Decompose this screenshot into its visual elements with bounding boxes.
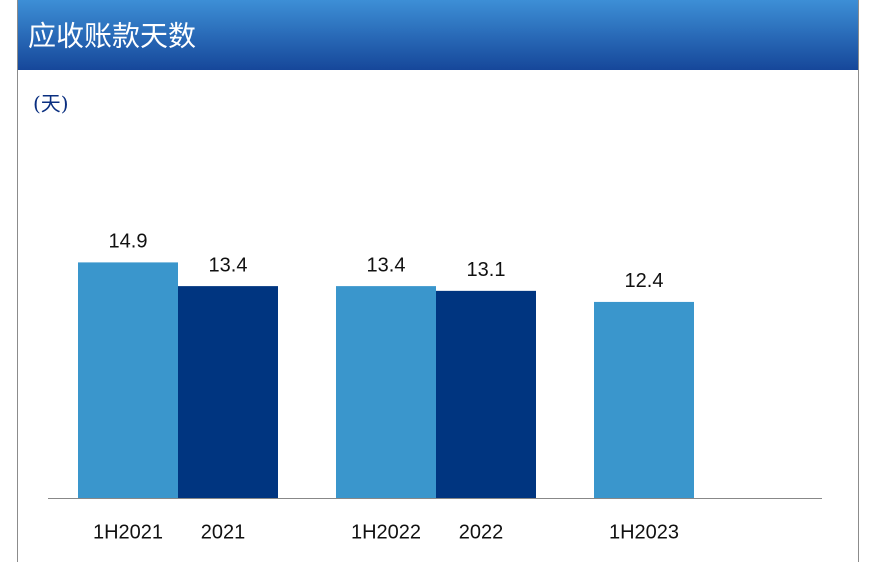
x-tick-label: 2021 [201, 521, 246, 543]
bar [594, 301, 694, 498]
bar [336, 286, 436, 498]
value-label: 13.4 [209, 254, 248, 276]
header-band [17, 0, 859, 70]
value-label: 14.9 [109, 231, 148, 253]
bar [436, 290, 536, 498]
unit-label: (天) [33, 92, 69, 116]
chart-title: 应收账款天数 [28, 20, 196, 53]
x-tick-label: 1H2021 [93, 521, 163, 543]
x-tick-label: 1H2022 [351, 521, 421, 543]
x-tick-label: 1H2023 [609, 521, 679, 543]
value-label: 13.1 [467, 259, 506, 281]
x-tick-label: 2022 [459, 521, 504, 543]
value-label: 12.4 [625, 270, 664, 292]
bar [178, 286, 278, 498]
value-label: 13.4 [367, 254, 406, 276]
bar [78, 262, 178, 498]
